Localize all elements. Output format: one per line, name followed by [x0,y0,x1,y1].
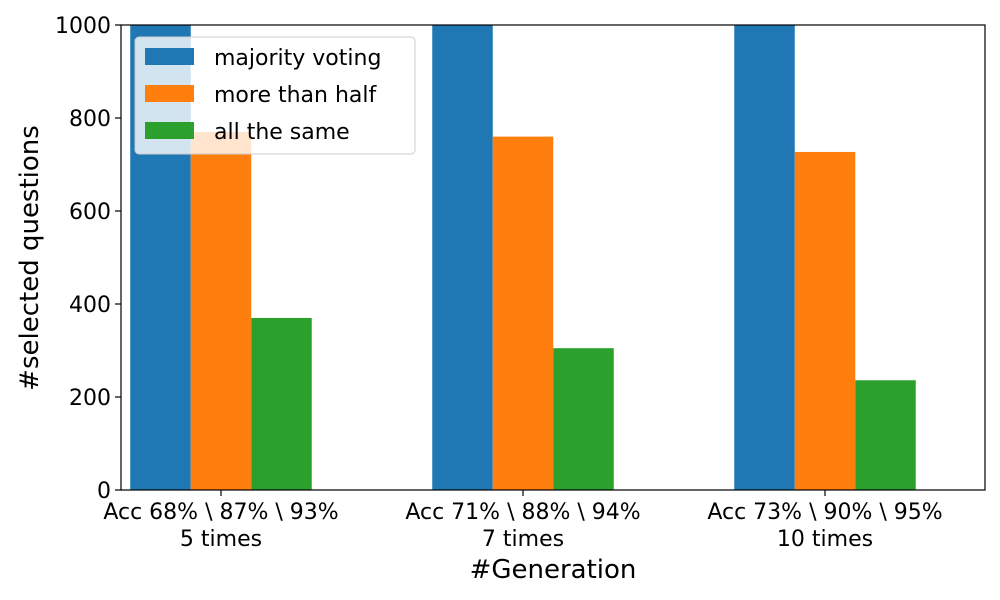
y-tick-label: 400 [69,293,111,318]
y-tick-label: 0 [97,479,111,504]
legend-swatch [145,122,194,139]
bar-more-than-half-1 [190,131,252,490]
y-axis-title: #selected questions [15,125,45,391]
legend-label: all the same [214,120,350,145]
x-tick-label-times: 7 times [482,527,564,552]
legend-swatch [145,85,194,102]
x-axis-title: #Generation [470,555,637,585]
bar-more-than-half-2 [492,136,554,490]
x-tick-label-times: 10 times [777,527,873,552]
legend-label: majority voting [214,46,381,71]
y-tick-label: 800 [69,107,111,132]
legend: majority voting more than half all the sam… [134,36,416,155]
bar-all-the-same-1 [251,317,312,490]
bar-all-the-same-2 [553,348,614,490]
y-axis-ticks: 0 200 400 600 800 1000 [55,14,121,504]
y-tick-label: 600 [69,200,111,225]
bars-layer [130,25,916,490]
bar-majority-voting-2 [432,25,493,490]
x-tick-label-accuracy: Acc 71% \ 88% \ 94% [405,500,640,525]
y-tick-label: 200 [69,386,111,411]
bar-all-the-same-3 [855,380,916,490]
x-axis-ticks: Acc 68% \ 87% \ 93%5 times Acc 71% \ 88% … [103,490,943,552]
x-tick-label-accuracy: Acc 73% \ 90% \ 95% [707,500,942,525]
x-tick-label-accuracy: Acc 68% \ 87% \ 93% [103,500,338,525]
x-tick-label-times: 5 times [180,527,262,552]
legend-swatch [145,48,194,65]
legend-label: more than half [214,83,378,108]
bar-majority-voting-3 [734,25,795,490]
plot-frame [120,24,986,491]
y-tick-label: 1000 [55,14,111,39]
bar-more-than-half-3 [794,151,856,490]
legend-box [134,36,416,155]
